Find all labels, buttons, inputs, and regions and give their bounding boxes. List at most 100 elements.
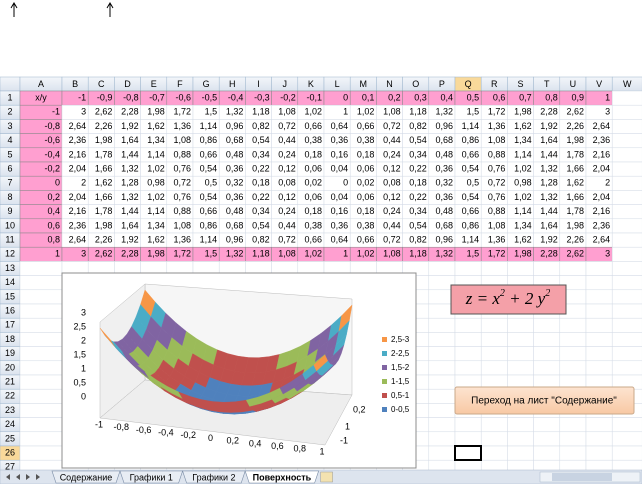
cell[interactable]: [533, 261, 561, 276]
cell[interactable]: [611, 246, 642, 262]
cell[interactable]: [507, 261, 534, 276]
cell[interactable]: [454, 360, 482, 376]
cell[interactable]: [454, 431, 482, 447]
cell[interactable]: [507, 317, 534, 333]
cell[interactable]: [585, 275, 613, 291]
sheet-tab[interactable]: [119, 470, 184, 484]
cell[interactable]: [585, 346, 613, 362]
row-header-label[interactable]: 6: [7, 163, 12, 173]
cell[interactable]: [19, 261, 63, 276]
cell[interactable]: [585, 360, 613, 376]
cell[interactable]: [611, 90, 642, 106]
cell[interactable]: [611, 190, 642, 205]
cell[interactable]: [533, 431, 561, 447]
row-header-label[interactable]: 23: [5, 405, 15, 415]
cell[interactable]: [19, 346, 63, 362]
cell[interactable]: [533, 360, 561, 376]
cell[interactable]: [480, 360, 508, 376]
cell[interactable]: [533, 445, 561, 461]
row-header-label[interactable]: 12: [5, 249, 15, 259]
cell[interactable]: [19, 403, 63, 418]
row-header-label[interactable]: 24: [5, 419, 15, 429]
cell[interactable]: [19, 289, 63, 305]
column-header-label[interactable]: B: [72, 79, 78, 89]
column-header-label[interactable]: I: [257, 79, 260, 89]
column-header-label[interactable]: W: [623, 79, 632, 89]
column-header-label[interactable]: T: [544, 79, 550, 89]
cell[interactable]: [611, 261, 642, 276]
cell[interactable]: [559, 360, 587, 376]
cell[interactable]: [559, 317, 587, 333]
row-header-label[interactable]: 22: [5, 391, 15, 401]
column-header-label[interactable]: S: [517, 79, 523, 89]
cell[interactable]: [611, 104, 642, 120]
row-header-label[interactable]: 14: [5, 277, 15, 287]
cell[interactable]: [585, 303, 613, 319]
cell[interactable]: [611, 332, 642, 347]
row-header-label[interactable]: 3: [7, 121, 12, 131]
row-header-label[interactable]: 2: [7, 107, 12, 117]
row-header-label[interactable]: 21: [5, 376, 15, 386]
cell[interactable]: [585, 261, 613, 276]
column-header-label[interactable]: C: [98, 79, 105, 89]
cell[interactable]: [611, 161, 642, 177]
row-header-label[interactable]: 5: [7, 149, 12, 159]
cell[interactable]: [454, 346, 482, 362]
cell[interactable]: [454, 417, 482, 433]
row-header-label[interactable]: 27: [5, 462, 15, 472]
cell[interactable]: [19, 360, 63, 376]
cell[interactable]: [559, 346, 587, 362]
cell[interactable]: [19, 275, 63, 291]
sheet-tab-label[interactable]: Графики 1: [130, 472, 173, 482]
cell[interactable]: [533, 332, 561, 347]
scroll-thumb[interactable]: [552, 473, 612, 481]
cell[interactable]: [507, 417, 534, 433]
row-header-label[interactable]: 8: [7, 192, 12, 202]
row-header-label[interactable]: 1: [7, 92, 12, 102]
column-header-label[interactable]: A: [38, 79, 44, 89]
cell[interactable]: [611, 289, 642, 305]
cell[interactable]: [585, 445, 613, 461]
cell[interactable]: [611, 204, 642, 220]
selected-cell[interactable]: [454, 445, 482, 461]
sheet-tab[interactable]: [244, 470, 320, 484]
cell[interactable]: [428, 317, 456, 333]
cell[interactable]: [559, 417, 587, 433]
row-header-label[interactable]: 17: [5, 320, 15, 330]
row-header-label[interactable]: 9: [7, 206, 12, 216]
cell[interactable]: [585, 431, 613, 447]
cell[interactable]: [611, 175, 642, 191]
cell[interactable]: [507, 332, 534, 347]
cell[interactable]: [533, 317, 561, 333]
column-header-label[interactable]: R: [491, 79, 498, 89]
row-header-label[interactable]: 25: [5, 433, 15, 443]
cell[interactable]: [559, 261, 587, 276]
cell[interactable]: [585, 332, 613, 347]
cell[interactable]: [507, 445, 534, 461]
cell[interactable]: [428, 388, 456, 404]
cell[interactable]: [19, 374, 63, 390]
row-header-label[interactable]: 4: [7, 135, 12, 145]
sheet-tab-label[interactable]: Графики 2: [192, 472, 235, 482]
cell[interactable]: [480, 417, 508, 433]
cell[interactable]: [428, 431, 456, 447]
row-header-label[interactable]: 15: [5, 291, 15, 301]
column-header-label[interactable]: G: [203, 79, 210, 89]
column-header-label[interactable]: U: [570, 79, 577, 89]
sheet-tab-label[interactable]: Содержание: [60, 472, 113, 482]
row-header-label[interactable]: 19: [5, 348, 15, 358]
cell[interactable]: [480, 431, 508, 447]
cell[interactable]: [585, 417, 613, 433]
cell[interactable]: [611, 275, 642, 291]
column-header-label[interactable]: N: [386, 79, 393, 89]
column-header-label[interactable]: Q: [465, 79, 472, 89]
cell[interactable]: [611, 133, 642, 149]
cell[interactable]: [611, 147, 642, 163]
cell[interactable]: [559, 332, 587, 347]
cell[interactable]: [19, 317, 63, 333]
button[interactable]: [454, 386, 635, 415]
cell[interactable]: [454, 261, 482, 276]
column-header-label[interactable]: J: [282, 79, 287, 89]
cell[interactable]: [611, 431, 642, 447]
button-label[interactable]: Переход на лист "Содержание": [471, 396, 617, 407]
